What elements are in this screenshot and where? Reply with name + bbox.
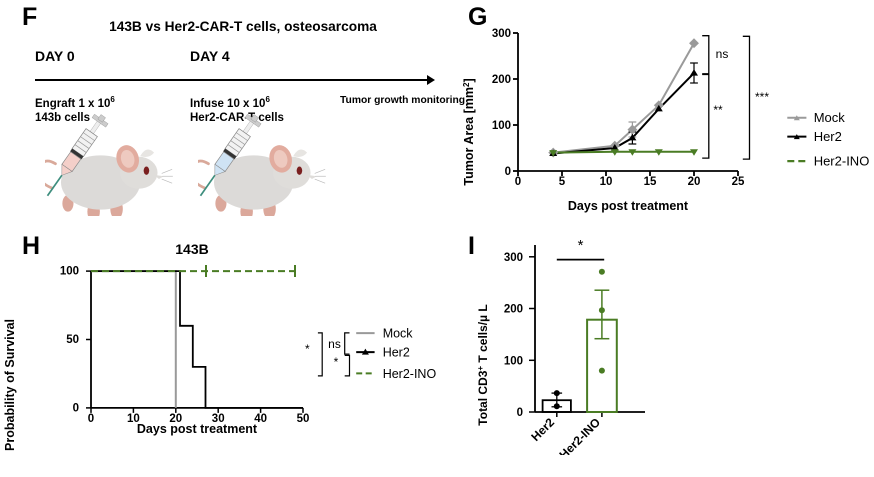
svg-text:*: * [305, 342, 310, 356]
svg-text:Mock: Mock [383, 327, 414, 341]
svg-text:100: 100 [492, 120, 511, 132]
svg-text:20: 20 [688, 176, 701, 188]
svg-text:Probability of Survival: Probability of Survival [3, 319, 17, 451]
svg-text:50: 50 [297, 413, 310, 425]
svg-text:0: 0 [517, 407, 523, 419]
svg-text:25: 25 [732, 176, 745, 188]
svg-text:50: 50 [66, 334, 79, 346]
svg-text:Her2-INO: Her2-INO [814, 154, 870, 169]
svg-text:5: 5 [559, 176, 566, 188]
svg-text:0: 0 [88, 413, 94, 425]
svg-text:Mock: Mock [814, 110, 846, 125]
svg-text:Her2: Her2 [383, 346, 410, 360]
svg-text:200: 200 [504, 304, 523, 316]
svg-text:100: 100 [504, 355, 523, 367]
svg-text:Her2: Her2 [528, 415, 557, 444]
svg-text:0: 0 [505, 166, 511, 178]
svg-text:200: 200 [492, 74, 511, 86]
svg-text:**: ** [713, 103, 723, 117]
svg-text:Her2: Her2 [814, 129, 842, 144]
svg-text:ns: ns [716, 47, 729, 61]
svg-text:Total CD3+ T cells/µ L: Total CD3+ T cells/µ L [476, 304, 491, 425]
svg-text:Her2-INO: Her2-INO [556, 415, 603, 455]
svg-text:0: 0 [515, 176, 521, 188]
svg-text:300: 300 [492, 28, 511, 40]
svg-text:300: 300 [504, 252, 523, 264]
svg-text:***: *** [755, 90, 769, 104]
svg-text:15: 15 [644, 176, 657, 188]
svg-text:0: 0 [73, 403, 79, 415]
svg-text:Her2-INO: Her2-INO [383, 367, 437, 381]
svg-text:*: * [334, 355, 339, 369]
svg-text:ns: ns [328, 337, 341, 351]
svg-text:Days post treatment: Days post treatment [568, 199, 689, 213]
svg-text:Tumor Area [mm2]: Tumor Area [mm2] [462, 78, 477, 185]
svg-text:Days post treatment: Days post treatment [137, 422, 258, 436]
svg-text:10: 10 [600, 176, 613, 188]
svg-text:100: 100 [60, 266, 79, 278]
svg-text:*: * [578, 237, 584, 254]
